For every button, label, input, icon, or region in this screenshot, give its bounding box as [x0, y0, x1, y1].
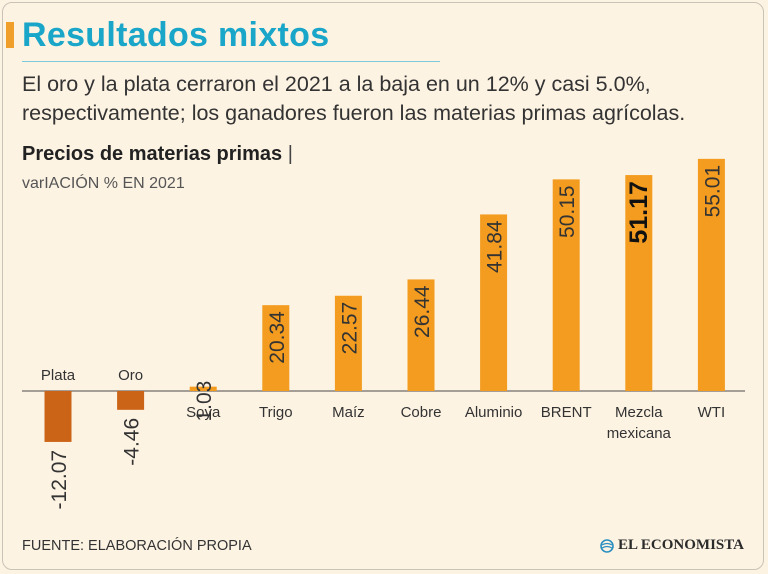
category-label-soya: Soya: [186, 404, 221, 421]
value-label-soya: 1.03: [193, 381, 216, 422]
value-label-mezcla-mexicana: 51.17: [625, 181, 653, 244]
value-label-trigo: 20.34: [266, 311, 289, 364]
bar-trigo: [262, 305, 290, 391]
el-economista-globe-icon: [600, 538, 614, 553]
chart-title: Precios de materias primas |: [22, 143, 293, 166]
bar-maiz: [334, 295, 362, 391]
source-note: FUENTE: ELABORACIÓN PROPIA: [22, 538, 252, 554]
value-label-wti: 55.01: [701, 165, 724, 218]
category-label-oro: Oro: [118, 367, 143, 384]
category-label-plata: Plata: [41, 367, 76, 384]
bar-oro: [117, 391, 145, 410]
category-label-brent: BRENT: [541, 404, 592, 421]
bar-plata: [44, 391, 72, 442]
category-label-aluminio: Aluminio: [465, 404, 523, 421]
page-title: Resultados mixtos: [22, 16, 330, 54]
chart-title-text: Precios de materias primas: [22, 143, 283, 165]
category-label-mezcla-mexicana-line-2: mexicana: [607, 425, 672, 442]
value-label-cobre: 26.44: [411, 285, 434, 338]
category-label-maiz: Maíz: [332, 404, 365, 421]
bar-brent: [552, 179, 580, 391]
publisher-logo: EL ECONOMISTA: [600, 537, 744, 554]
value-label-maiz: 22.57: [338, 302, 361, 355]
bar-aluminio: [480, 214, 508, 391]
bar-mezcla-mexicana: [625, 175, 653, 391]
chart-subtitle: varIACIÓN % EN 2021: [22, 175, 185, 192]
value-label-aluminio: 41.84: [484, 220, 507, 273]
logo-text: EL ECONOMISTA: [618, 537, 744, 553]
category-label-mezcla-mexicana-line-1: Mezcla: [615, 404, 663, 421]
bar-cobre: [407, 279, 435, 391]
category-label-wti: WTI: [698, 404, 726, 421]
page-subtitle: El oro y la plata cerraron el 2021 a la …: [22, 72, 686, 125]
chart-title-separator: |: [287, 143, 293, 165]
title-accent-bar: [6, 22, 14, 48]
bar-wti: [697, 158, 725, 391]
value-label-brent: 50.15: [556, 185, 579, 238]
category-label-trigo: Trigo: [259, 404, 293, 421]
title-underline: [22, 61, 440, 62]
value-label-oro: -4.46: [121, 418, 144, 466]
category-label-cobre: Cobre: [401, 404, 442, 421]
bar-soya: [189, 386, 217, 391]
value-label-plata: -12.07: [48, 450, 71, 510]
